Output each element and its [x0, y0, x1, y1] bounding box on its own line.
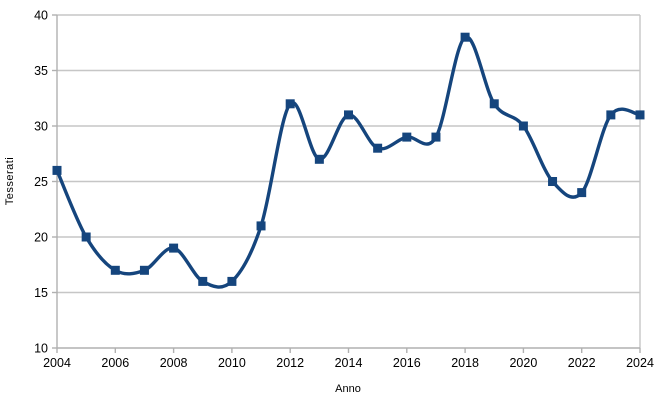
- data-point-2008: [169, 243, 179, 253]
- y-tick-label-30: 30: [34, 120, 48, 134]
- data-point-2013: [314, 154, 324, 164]
- series-line-tesserati: [55, 35, 642, 289]
- data-point-2009: [198, 276, 208, 286]
- y-tick-label-35: 35: [34, 64, 48, 78]
- data-point-2020: [518, 121, 528, 131]
- y-tick-label-15: 15: [34, 286, 48, 300]
- y-tick-label-20: 20: [34, 231, 48, 245]
- data-point-2014: [344, 110, 353, 120]
- x-tick-label-2020: 2020: [509, 356, 537, 370]
- y-axis-title: Tesserati: [4, 156, 16, 206]
- data-point-2022: [577, 188, 587, 198]
- data-point-2006: [110, 265, 120, 275]
- data-point-2015: [373, 143, 383, 153]
- data-point-2024: [635, 110, 645, 120]
- x-tick-label-2010: 2010: [218, 356, 246, 370]
- x-tick-label-2016: 2016: [393, 356, 421, 370]
- y-tick-label-25: 25: [34, 175, 48, 189]
- data-point-2021: [548, 177, 558, 186]
- x-tick-label-2014: 2014: [335, 356, 363, 370]
- x-tick-label-2018: 2018: [451, 356, 479, 370]
- y-tick-label-40: 40: [34, 9, 48, 23]
- x-tick-label-2006: 2006: [101, 356, 129, 370]
- data-point-2018: [460, 32, 470, 42]
- data-point-2017: [431, 132, 441, 142]
- x-tick-label-2008: 2008: [160, 356, 188, 370]
- x-axis-title: Anno: [335, 383, 361, 395]
- data-point-2012: [285, 99, 295, 109]
- data-point-2011: [256, 221, 266, 231]
- data-point-2010: [227, 276, 237, 286]
- x-tick-label-2022: 2022: [568, 356, 596, 370]
- x-tick-label-2012: 2012: [276, 356, 304, 370]
- data-point-2016: [402, 132, 412, 142]
- data-point-2023: [606, 110, 616, 120]
- x-tick-label-2024: 2024: [626, 356, 654, 370]
- data-point-2005: [81, 232, 91, 242]
- y-tick-label-10: 10: [34, 342, 48, 356]
- data-point-2007: [139, 265, 149, 275]
- data-point-2019: [489, 99, 499, 109]
- data-point-2004: [52, 165, 62, 175]
- x-tick-label-2004: 2004: [43, 356, 71, 370]
